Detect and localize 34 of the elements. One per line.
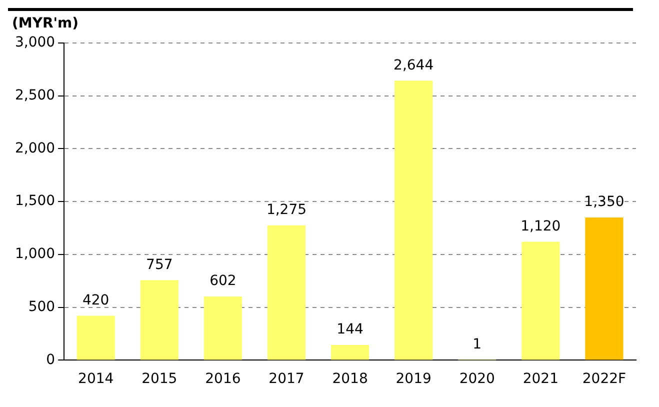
x-tick-label: 2015 [142, 371, 178, 388]
y-tick-label: 2,000 [14, 140, 56, 156]
y-tick-label: 1,500 [14, 193, 56, 210]
x-tick-label: 2016 [205, 371, 241, 388]
data-label: 144 [336, 322, 364, 338]
x-tick-label: 2020 [459, 371, 495, 388]
bar [394, 80, 433, 360]
x-tick-label: 2021 [522, 371, 558, 388]
y-axis-title: (MYR'm) [12, 16, 79, 32]
y-tick-label: 500 [28, 298, 56, 315]
bar [76, 316, 115, 360]
y-tick-label: 2,500 [14, 88, 56, 104]
data-label: 602 [210, 273, 236, 290]
bar [267, 225, 306, 360]
data-label: 757 [146, 256, 173, 273]
data-label: 1,120 [520, 218, 561, 234]
y-tick-label: 0 [46, 352, 56, 368]
bar [330, 344, 370, 360]
y-tick-label: 1,000 [14, 246, 56, 262]
bar [204, 296, 242, 360]
y-tick-label: 3,000 [14, 34, 56, 51]
x-tick-label: 2019 [396, 371, 432, 388]
data-label: 2,644 [394, 57, 434, 74]
data-label: 420 [82, 292, 110, 308]
x-tick-label: 2017 [268, 371, 304, 388]
x-tick-label: 2018 [332, 371, 368, 388]
data-label: 1,275 [266, 202, 307, 218]
bar [140, 280, 178, 360]
bar [522, 242, 560, 360]
data-label: 1 [472, 336, 482, 353]
x-tick-label: 2022F [582, 371, 626, 388]
bar [585, 217, 624, 360]
data-label: 1,350 [584, 194, 624, 210]
x-tick-label: 2014 [78, 371, 114, 388]
